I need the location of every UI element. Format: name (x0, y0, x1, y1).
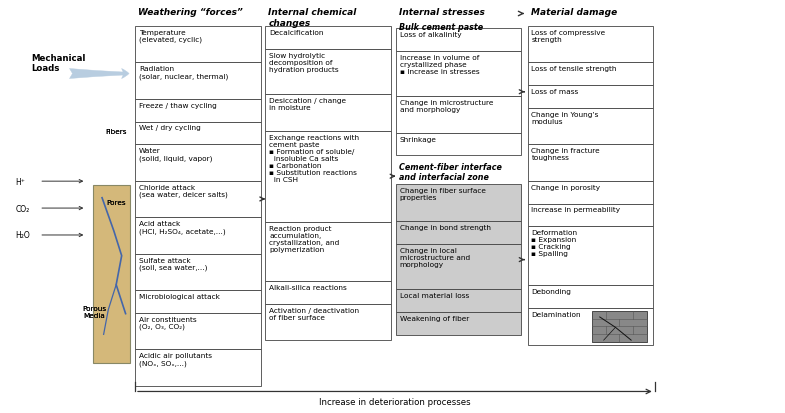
FancyBboxPatch shape (528, 109, 653, 145)
FancyBboxPatch shape (592, 311, 647, 342)
Text: Pores: Pores (106, 199, 126, 205)
FancyBboxPatch shape (396, 52, 521, 97)
Text: Loss of compressive
strength: Loss of compressive strength (531, 30, 605, 43)
FancyBboxPatch shape (265, 304, 391, 340)
FancyBboxPatch shape (135, 290, 261, 313)
FancyBboxPatch shape (396, 290, 521, 312)
FancyBboxPatch shape (396, 133, 521, 156)
Text: H₂O: H₂O (16, 231, 31, 240)
Text: Increase in volume of
crystallized phase
▪ Increase in stresses: Increase in volume of crystallized phase… (400, 55, 479, 74)
Text: Radiation
(solar, nuclear, thermal): Radiation (solar, nuclear, thermal) (139, 66, 228, 80)
Text: Temperature
(elevated, cyclic): Temperature (elevated, cyclic) (139, 30, 202, 43)
FancyBboxPatch shape (135, 145, 261, 181)
Text: Weakening of fiber: Weakening of fiber (400, 315, 469, 321)
Text: Bulk cement paste: Bulk cement paste (399, 23, 483, 32)
Text: Loss of alkalinity: Loss of alkalinity (400, 32, 462, 38)
Text: Loss of tensile strength: Loss of tensile strength (531, 66, 617, 72)
Text: Exchange reactions with
cement paste
▪ Formation of soluble/
  insoluble Ca salt: Exchange reactions with cement paste ▪ F… (269, 134, 360, 182)
FancyBboxPatch shape (135, 100, 261, 122)
FancyBboxPatch shape (528, 286, 653, 309)
FancyBboxPatch shape (396, 244, 521, 290)
Text: Alkali-silica reactions: Alkali-silica reactions (269, 284, 347, 290)
Text: Desiccation / change
in moisture: Desiccation / change in moisture (269, 98, 346, 111)
Text: Material damage: Material damage (531, 8, 617, 17)
FancyBboxPatch shape (528, 204, 653, 227)
FancyBboxPatch shape (135, 27, 261, 63)
FancyBboxPatch shape (396, 221, 521, 244)
FancyBboxPatch shape (265, 50, 391, 95)
FancyBboxPatch shape (265, 95, 391, 131)
Text: Delamination: Delamination (531, 311, 581, 317)
Text: Debonding: Debonding (531, 289, 571, 294)
Text: Change in fiber surface
properties: Change in fiber surface properties (400, 188, 485, 201)
Text: Wet / dry cycling: Wet / dry cycling (139, 125, 201, 131)
FancyBboxPatch shape (265, 222, 391, 281)
FancyBboxPatch shape (528, 63, 653, 86)
FancyBboxPatch shape (528, 145, 653, 181)
Text: Decalcification: Decalcification (269, 30, 323, 36)
FancyBboxPatch shape (135, 122, 261, 145)
FancyBboxPatch shape (528, 181, 653, 204)
FancyBboxPatch shape (135, 313, 261, 349)
Text: Mechanical
Loads: Mechanical Loads (31, 54, 86, 73)
Text: H⁺: H⁺ (16, 177, 26, 186)
Text: Sulfate attack
(soil, sea water,...): Sulfate attack (soil, sea water,...) (139, 257, 207, 271)
Text: Change in microstructure
and morphology: Change in microstructure and morphology (400, 100, 493, 113)
Text: CO₂: CO₂ (16, 204, 30, 213)
Text: Fibers: Fibers (105, 129, 127, 135)
FancyBboxPatch shape (265, 131, 391, 222)
Text: Increase in permeability: Increase in permeability (531, 207, 621, 213)
FancyBboxPatch shape (528, 27, 653, 63)
FancyBboxPatch shape (265, 27, 391, 50)
Text: Chloride attack
(sea water, deicer salts): Chloride attack (sea water, deicer salts… (139, 184, 228, 198)
FancyBboxPatch shape (396, 185, 521, 221)
FancyBboxPatch shape (396, 97, 521, 133)
Text: Acidic air pollutants
(NOₓ, SOₓ,...): Acidic air pollutants (NOₓ, SOₓ,...) (139, 352, 212, 366)
Text: Change in bond strength: Change in bond strength (400, 224, 491, 230)
FancyBboxPatch shape (135, 218, 261, 254)
Text: Change in local
microstructure and
morphology: Change in local microstructure and morph… (400, 247, 469, 267)
Text: Activation / deactivation
of fiber surface: Activation / deactivation of fiber surfa… (269, 307, 360, 320)
FancyBboxPatch shape (135, 349, 261, 386)
Text: Freeze / thaw cycling: Freeze / thaw cycling (139, 102, 217, 108)
FancyBboxPatch shape (396, 312, 521, 335)
Text: Change in Young’s
modulus: Change in Young’s modulus (531, 112, 599, 124)
Text: Microbiological attack: Microbiological attack (139, 293, 220, 299)
FancyBboxPatch shape (265, 281, 391, 304)
Text: Change in porosity: Change in porosity (531, 184, 601, 190)
Text: Internal chemical
changes: Internal chemical changes (268, 8, 357, 28)
Text: Deformation
▪ Expansion
▪ Cracking
▪ Spalling: Deformation ▪ Expansion ▪ Cracking ▪ Spa… (531, 230, 578, 256)
Text: Air constituents
(O₂, O₃, CO₂): Air constituents (O₂, O₃, CO₂) (139, 316, 196, 330)
FancyBboxPatch shape (135, 63, 261, 100)
Text: Acid attack
(HCl, H₂SO₄, acetate,...): Acid attack (HCl, H₂SO₄, acetate,...) (139, 221, 226, 234)
FancyBboxPatch shape (93, 186, 130, 363)
Text: Cement-fiber interface
and interfacial zone: Cement-fiber interface and interfacial z… (399, 162, 502, 182)
FancyBboxPatch shape (396, 29, 521, 52)
FancyBboxPatch shape (528, 309, 653, 345)
Text: Reaction product
accumulation,
crystallization, and
polymerization: Reaction product accumulation, crystalli… (269, 225, 339, 252)
Text: Water
(solid, liquid, vapor): Water (solid, liquid, vapor) (139, 148, 213, 161)
FancyBboxPatch shape (528, 227, 653, 286)
Text: Fibers: Fibers (105, 129, 127, 135)
FancyBboxPatch shape (135, 254, 261, 290)
Text: Internal stresses: Internal stresses (399, 8, 484, 17)
Text: Porous
Media: Porous Media (82, 305, 106, 318)
FancyBboxPatch shape (528, 86, 653, 109)
Text: Weathering “forces”: Weathering “forces” (138, 8, 243, 17)
Text: Pores: Pores (106, 199, 126, 205)
Text: Increase in deterioration processes: Increase in deterioration processes (319, 397, 471, 406)
Text: Shrinkage: Shrinkage (400, 136, 436, 142)
Text: Change in fracture
toughness: Change in fracture toughness (531, 148, 600, 161)
Text: Local material loss: Local material loss (400, 292, 469, 298)
Text: Porous
Media: Porous Media (82, 305, 106, 318)
Text: Loss of mass: Loss of mass (531, 89, 579, 95)
Text: Slow hydrolytic
decomposition of
hydration products: Slow hydrolytic decomposition of hydrati… (269, 52, 339, 72)
FancyBboxPatch shape (135, 181, 261, 218)
